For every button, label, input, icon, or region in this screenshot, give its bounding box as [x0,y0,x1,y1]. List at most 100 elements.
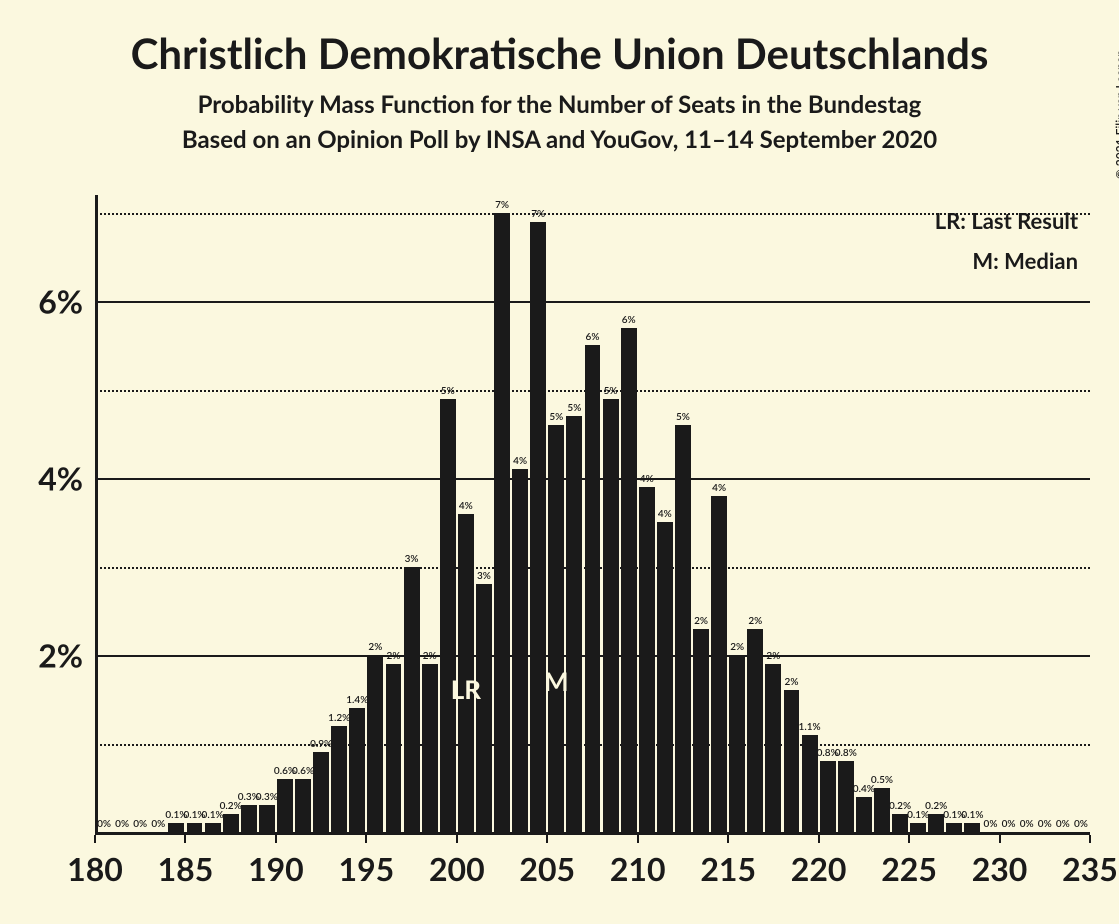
chart-subtitle-1: Probability Mass Function for the Number… [0,90,1119,119]
gridline-dotted [95,567,1090,569]
bar-value-label: 0% [1056,818,1070,830]
bar-value-label: 7% [495,199,509,211]
bar-value-label: 0% [984,818,998,830]
bar: 7% [494,213,510,832]
x-axis-label: 200 [429,835,485,888]
chart-subtitle-2: Based on an Opinion Poll by INSA and You… [0,125,1119,154]
bar-value-label: 2% [785,676,799,688]
bar: 2% [386,664,402,832]
bar-value-label: 6% [586,331,600,343]
bar-value-label: 0% [133,818,147,830]
bar: 7% [530,222,546,832]
bar: 2% [784,690,800,832]
bar: 4% [639,487,655,832]
bar-value-label: 0% [1020,818,1034,830]
bar-value-label: 0.3% [256,791,278,803]
bar: 1.2% [331,726,347,832]
bar-value-label: 4% [658,508,672,520]
bar: 5% [603,399,619,833]
bar: 2% [693,629,709,832]
chart-title: Christlich Demokratische Union Deutschla… [0,28,1119,78]
bar: 0.1% [205,823,221,832]
bar: 0.5% [874,788,890,832]
bar-value-label: 0% [115,818,129,830]
bar: 0.1% [168,823,184,832]
x-axis-label: 230 [972,835,1028,888]
x-axis-label: 235 [1062,835,1118,888]
bar-value-label: 5% [567,402,581,414]
bar-value-label: 2% [748,615,762,627]
x-axis-label: 180 [67,835,123,888]
bar-value-label: 0.8% [835,747,857,759]
bar: 3% [476,584,492,832]
x-axis-label: 215 [700,835,756,888]
bar-value-label: 0.5% [871,774,893,786]
bar: 4% [512,469,528,832]
bar: 5% [440,399,456,833]
bar: 6% [621,328,637,832]
bar: 6% [585,345,601,832]
bar-value-label: 4% [513,455,527,467]
bar: 4% [657,522,673,832]
x-axis-label: 190 [248,835,304,888]
bar-value-label: 0% [151,818,165,830]
bar: 2% [422,664,438,832]
gridline-dotted [95,213,1090,215]
bar-value-label: 0% [1074,818,1088,830]
x-axis-label: 205 [519,835,575,888]
bar-value-label: 5% [676,411,690,423]
gridline-solid [95,655,1090,657]
y-axis-label: 2% [38,636,95,675]
legend-last-result: LR: Last Result [935,201,1078,241]
bar: 3% [404,567,420,832]
bar: 5% [548,425,564,832]
x-axis-label: 195 [339,835,395,888]
bar: 5% [675,425,691,832]
bar-value-label: 6% [622,314,636,326]
bar-value-label: 2% [368,641,382,653]
bar-value-label: 1.2% [328,712,350,724]
bar: 4% [711,496,727,832]
bar-value-label: 4% [712,482,726,494]
bar: 0.3% [241,805,257,832]
x-axis-label: 225 [881,835,937,888]
bar-value-label: 0% [1002,818,1016,830]
bar-value-label: 2% [730,641,744,653]
gridline-dotted [95,390,1090,392]
bar-value-label: 0% [97,818,111,830]
bar: 1.1% [802,735,818,832]
gridline-dotted [95,744,1090,746]
chart-container: © 2021 Filip van Laenen Christlich Demok… [0,0,1119,924]
bar-value-label: 3% [477,570,491,582]
bar-value-label: 5% [549,411,563,423]
bar: 0.6% [277,779,293,832]
titles-block: Christlich Demokratische Union Deutschla… [0,20,1119,160]
x-axis-label: 185 [158,835,214,888]
bar: 0.6% [295,779,311,832]
gridline-solid [95,301,1090,303]
bar: 0.3% [259,805,275,832]
bar: 0.1% [946,823,962,832]
bar: 0.2% [892,814,908,832]
bar: 0.1% [964,823,980,832]
bar: 0.9% [313,752,329,832]
y-axis-label: 4% [38,459,95,498]
x-axis-label: 210 [610,835,666,888]
bar: 0.1% [187,823,203,832]
bar: 2% [765,664,781,832]
bar: 0.1% [910,823,926,832]
bar: 0.8% [838,761,854,832]
x-axis-label: 220 [791,835,847,888]
bar: 0.2% [223,814,239,832]
bar-value-label: 1.1% [799,721,821,733]
bar-value-label: 0.1% [961,809,983,821]
bar: 0.8% [820,761,836,832]
y-axis-label: 6% [38,282,95,321]
gridline-solid [95,478,1090,480]
bar: 0.2% [928,814,944,832]
bar: 4% [458,514,474,833]
plot-area: 0%0%0%0%0.1%0.1%0.1%0.2%0.3%0.3%0.6%0.6%… [95,195,1090,835]
legend-median: M: Median [935,241,1078,281]
bar: 1.4% [349,708,365,832]
bar-value-label: 1.4% [346,694,368,706]
